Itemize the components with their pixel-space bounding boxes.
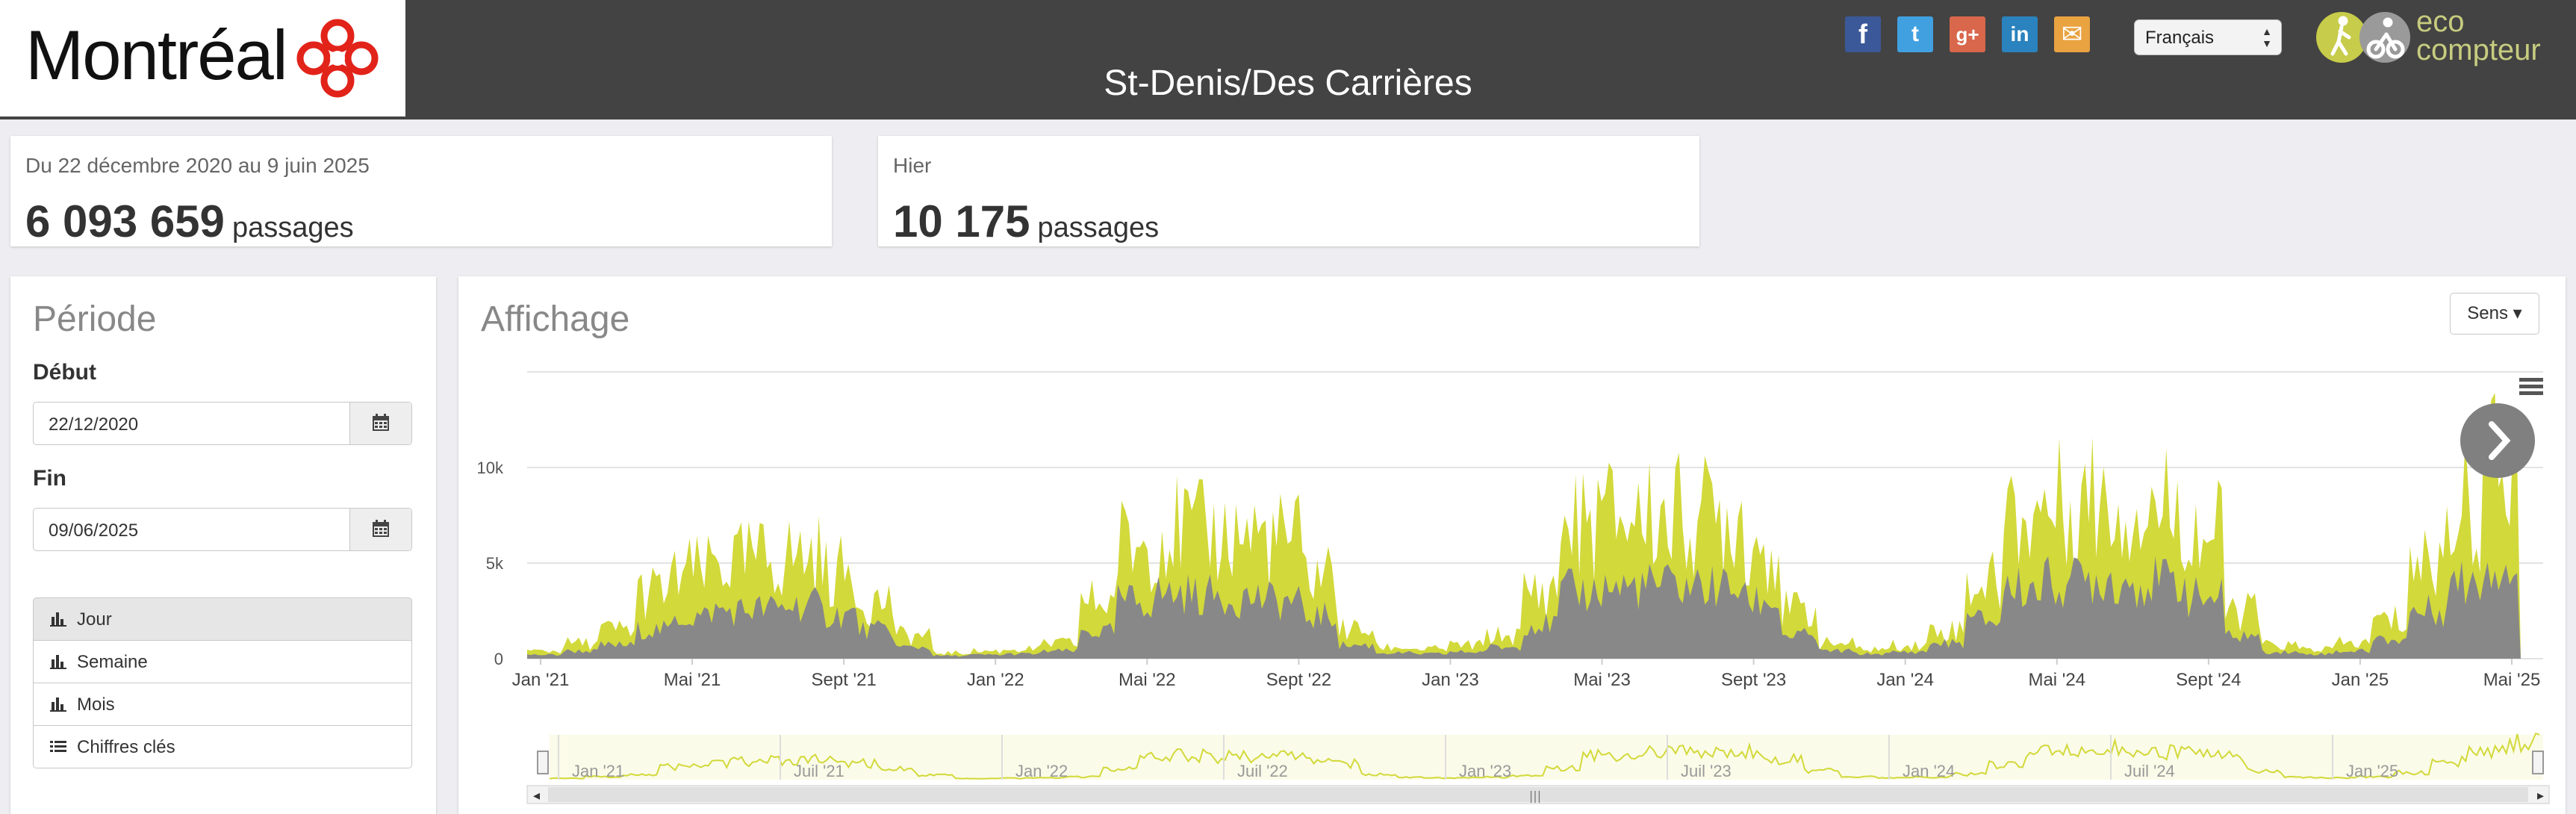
end-date-input[interactable]: 09/06/2025 (33, 508, 412, 551)
x-tick-label: Mai '22 (1119, 670, 1176, 690)
view-option-month[interactable]: Mois (33, 683, 412, 726)
hamburger-icon[interactable] (2519, 378, 2543, 395)
end-date-calendar-button[interactable] (349, 509, 411, 550)
top-bar: Montréal St-Denis/Des Carrières f t g+ i… (0, 0, 2576, 119)
start-date-input[interactable]: 22/12/2020 (33, 402, 412, 445)
x-tick-label: Sept '23 (1721, 670, 1786, 690)
next-slide-button[interactable] (2460, 403, 2535, 478)
start-date-calendar-button[interactable] (349, 403, 411, 444)
end-date-label: Fin (33, 466, 66, 491)
series-direction-area (527, 556, 2521, 659)
view-option-key-figures[interactable]: Chiffres clés (33, 725, 412, 768)
language-select-value: Français (2145, 28, 2215, 48)
eco-counter-logo[interactable] (2315, 9, 2561, 66)
navigator-tick-label: Jan '25 (2346, 762, 2398, 780)
start-date-value: 22/12/2020 (49, 414, 139, 435)
city-logo-text: Montréal (25, 16, 288, 94)
city-logo[interactable]: Montréal (0, 0, 405, 116)
montreal-rose-icon (296, 19, 379, 98)
total-count-label: Du 22 décembre 2020 au 9 juin 2025 (25, 154, 370, 177)
view-mode-list: Jour Semaine Mois Chiffres clés (33, 597, 412, 768)
eco-counter-logo-text: eco compteur (2416, 5, 2541, 66)
bar-chart-icon (50, 655, 66, 669)
chart-panel: Affichage Sens ▾ 0 5k 10k Jan '21 Mai '21 Se… (458, 276, 2566, 814)
scroll-right-arrow-icon[interactable]: ▸ (2537, 788, 2544, 804)
navigator-series-line (549, 732, 2540, 780)
navigator-scrollbar-thumb[interactable] (548, 787, 2528, 802)
bar-chart-icon (50, 612, 66, 627)
traffic-chart[interactable]: 0 5k 10k Jan '21 Mai '21 Sept '21 Jan '22 Mai … (458, 276, 2566, 814)
navigator-tick-label: Jan '23 (1459, 762, 1511, 780)
select-arrows-icon: ▲ ▼ (2262, 25, 2272, 49)
x-tick-label: Mai '25 (2483, 670, 2541, 690)
scroll-grip-icon: ||| (1529, 789, 1541, 803)
google-plus-icon[interactable]: g+ (1950, 16, 1985, 52)
x-tick-label: Jan '21 (512, 670, 570, 690)
end-date-value: 09/06/2025 (49, 521, 139, 541)
navigator-tick-label: Juil '21 (794, 762, 844, 780)
x-tick-label: Jan '22 (967, 670, 1024, 690)
period-title: Période (33, 299, 157, 339)
yesterday-count-card: Hier 10 175 passages (878, 136, 1699, 246)
x-tick-label: Mai '23 (1573, 670, 1631, 690)
view-option-day[interactable]: Jour (33, 597, 412, 641)
scroll-left-arrow-icon[interactable]: ◂ (533, 788, 540, 804)
x-tick-label: Sept '22 (1266, 670, 1331, 690)
language-select[interactable]: Français ▲ ▼ (2134, 19, 2282, 55)
yesterday-count-label: Hier (893, 154, 932, 177)
navigator-tick-label: Jan '21 (572, 762, 624, 780)
chevron-right-icon (2489, 421, 2511, 460)
navigator-left-handle[interactable] (537, 751, 549, 774)
navigator-tick-label: Juil '23 (1681, 762, 1732, 780)
station-title: St-Denis/Des Carrières (1104, 63, 1472, 103)
x-tick-label: Mai '24 (2028, 670, 2085, 690)
chart-panel-title: Affichage (481, 299, 630, 339)
navigator-right-handle[interactable] (2532, 751, 2544, 774)
y-tick-label: 10k (477, 459, 504, 477)
x-tick-label: Jan '24 (1876, 670, 1934, 690)
start-date-label: Début (33, 360, 96, 385)
email-icon[interactable]: ✉ (2054, 16, 2090, 52)
y-tick-label: 5k (486, 554, 504, 573)
view-option-week[interactable]: Semaine (33, 640, 412, 683)
list-icon (50, 741, 66, 752)
navigator-tick-label: Jan '22 (1015, 762, 1068, 780)
x-tick-label: Mai '21 (664, 670, 721, 690)
navigator-tick-label: Juil '24 (2124, 762, 2175, 780)
linkedin-icon[interactable]: in (2002, 16, 2038, 52)
x-tick-label: Sept '24 (2176, 670, 2241, 690)
period-panel: Période Début 22/12/2020 Fin 09/06/2025 (10, 276, 436, 814)
x-tick-label: Jan '23 (1422, 670, 1479, 690)
calendar-icon (373, 414, 389, 431)
calendar-icon (373, 520, 389, 537)
facebook-icon[interactable]: f (1845, 16, 1881, 52)
yesterday-count-value: 10 175 passages (893, 196, 1160, 246)
navigator-tick-label: Jan '24 (1903, 762, 1955, 780)
navigator-window[interactable] (550, 735, 2543, 780)
total-count-card: Du 22 décembre 2020 au 9 juin 2025 6 093… (10, 136, 832, 246)
total-count-value: 6 093 659 passages (25, 196, 354, 246)
y-tick-label: 0 (494, 650, 503, 668)
direction-dropdown-button[interactable]: Sens ▾ (2450, 293, 2539, 335)
x-tick-label: Sept '21 (811, 670, 876, 690)
bar-chart-icon (50, 698, 66, 712)
series-total-area (527, 393, 2521, 659)
twitter-icon[interactable]: t (1897, 16, 1933, 52)
x-tick-label: Jan '25 (2332, 670, 2389, 690)
navigator-tick-label: Juil '22 (1237, 762, 1288, 780)
